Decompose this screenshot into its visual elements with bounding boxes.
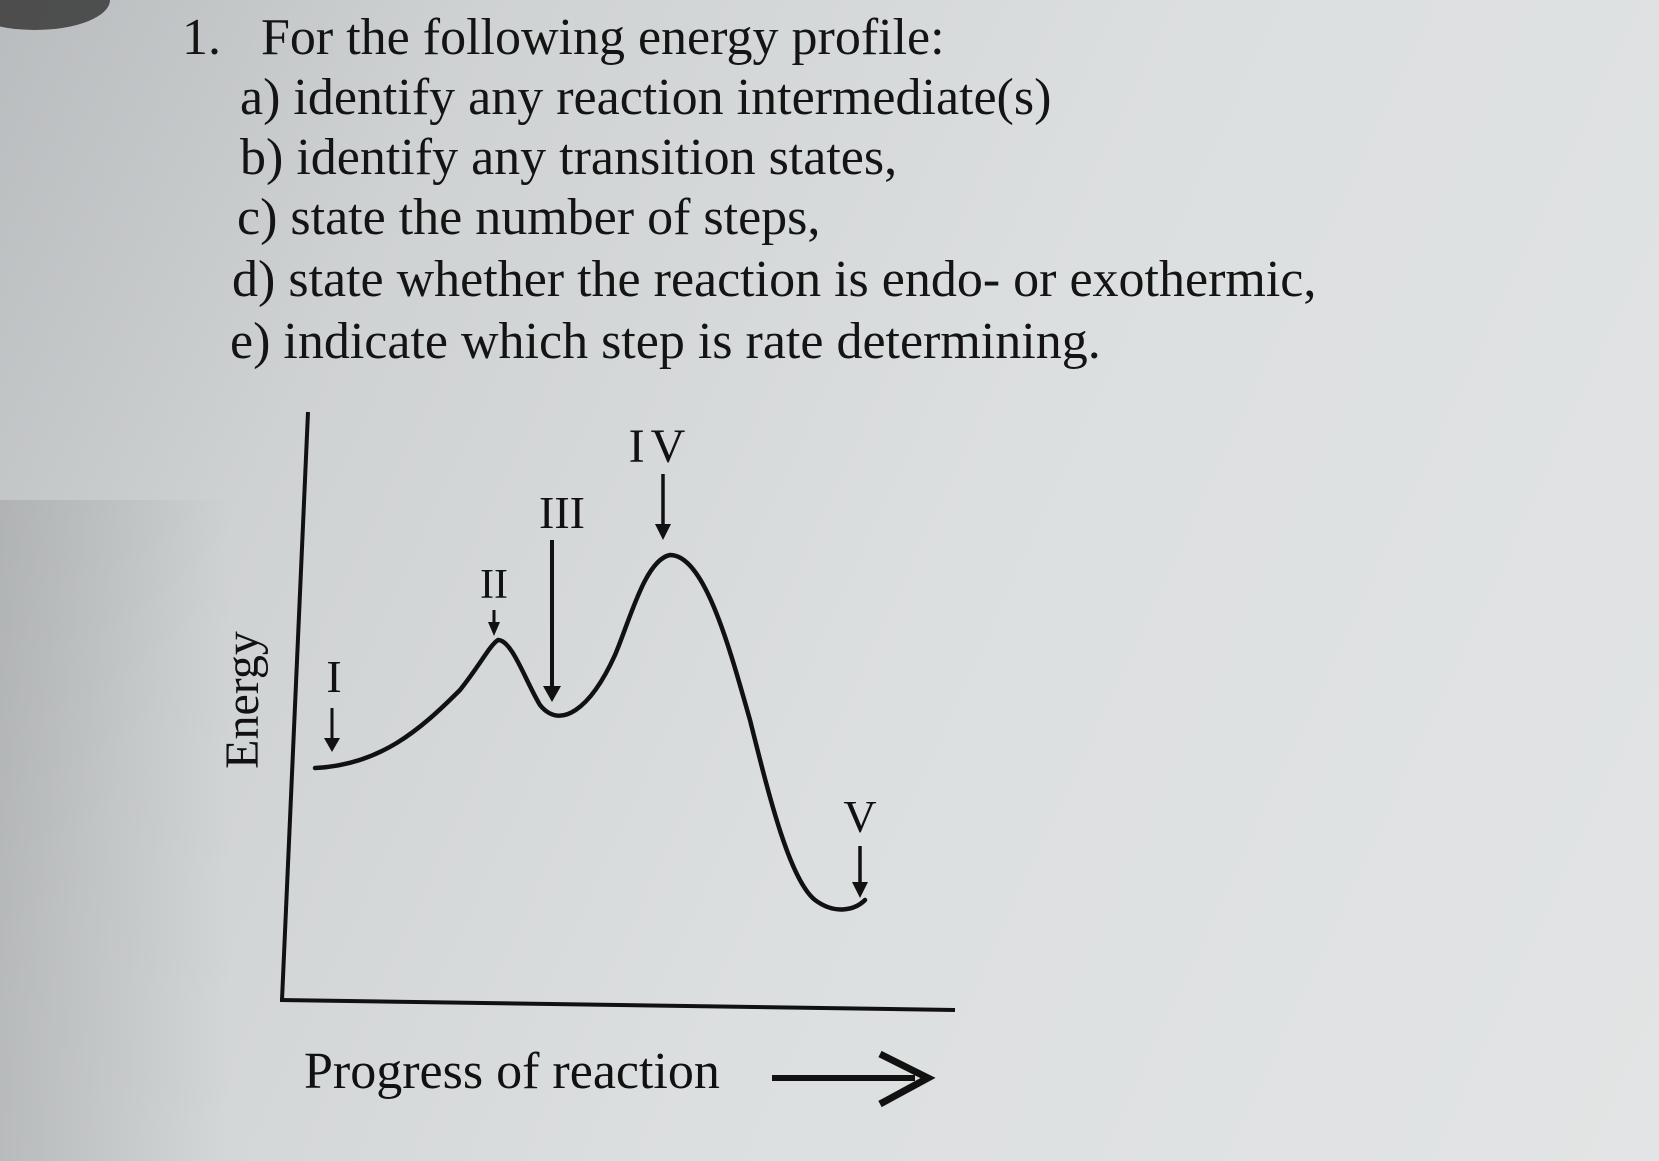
question-part-d: d) state whether the reaction is endo- o… xyxy=(232,250,1316,310)
arrow-point-ii xyxy=(488,610,500,636)
point-label-ii: II xyxy=(480,562,508,608)
question-part-c: c) state the number of steps, xyxy=(237,188,820,248)
y-axis xyxy=(280,411,310,1001)
point-label-v: V xyxy=(843,791,876,842)
arrow-point-i xyxy=(324,708,340,752)
x-axis xyxy=(279,998,956,1012)
point-label-iv: IV xyxy=(629,420,692,473)
page-shadow-left xyxy=(0,500,230,1161)
question-part-a: a) identify any reaction intermediate(s) xyxy=(240,68,1051,128)
question-number: 1. xyxy=(182,9,221,66)
part-label: d) xyxy=(232,251,276,308)
arrow-point-v xyxy=(852,846,868,898)
part-label: a) xyxy=(240,69,281,126)
question-part-e: e) indicate which step is rate determini… xyxy=(230,312,1101,372)
part-text: indicate which step is rate determining. xyxy=(283,313,1101,370)
question-part-b: b) identify any transition states, xyxy=(240,128,897,188)
part-label: b) xyxy=(240,129,284,186)
point-label-iii: III xyxy=(539,487,585,538)
part-label: e) xyxy=(230,313,271,370)
part-text: identify any transition states, xyxy=(296,129,898,186)
arrow-point-iv xyxy=(655,474,671,540)
x-axis-label: Progress of reaction xyxy=(304,1043,720,1100)
part-text: identify any reaction intermediate(s) xyxy=(293,69,1052,126)
y-axis-label: Energy xyxy=(216,631,269,769)
arrow-right-icon xyxy=(772,1050,936,1108)
question-prompt: For the following energy profile: xyxy=(261,9,945,66)
part-text: state whether the reaction is endo- or e… xyxy=(288,251,1317,308)
part-label: c) xyxy=(237,189,278,246)
arrow-point-iii xyxy=(543,540,561,702)
question-prompt-line: 1. For the following energy profile: xyxy=(182,8,945,68)
part-text: state the number of steps, xyxy=(290,189,821,246)
energy-curve xyxy=(312,552,868,912)
point-label-i: I xyxy=(326,651,341,702)
